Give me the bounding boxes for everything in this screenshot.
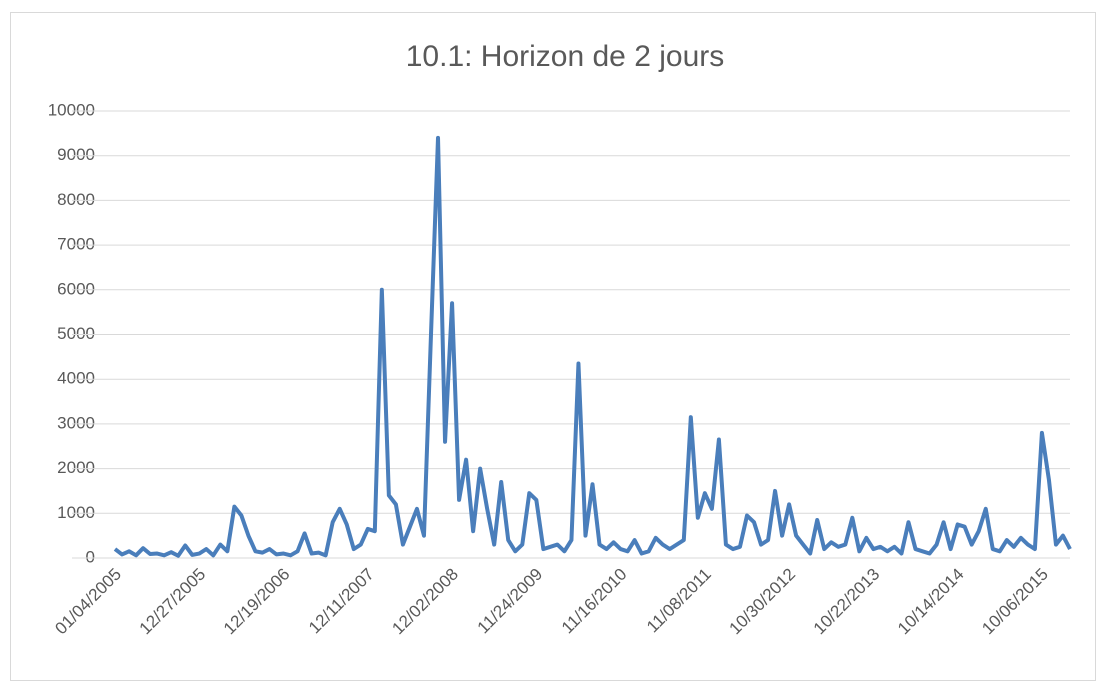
chart-border	[10, 12, 1096, 681]
chart-title: 10.1: Horizon de 2 jours	[406, 40, 725, 73]
y-tick-label: 1000	[57, 503, 95, 522]
y-tick-label: 6000	[57, 279, 95, 298]
y-tick-label: 0	[86, 547, 95, 566]
y-tick-label: 10000	[48, 100, 95, 119]
y-tick-label: 9000	[57, 145, 95, 164]
y-tick-label: 8000	[57, 190, 95, 209]
y-tick-label: 4000	[57, 369, 95, 388]
y-tick-label: 2000	[57, 458, 95, 477]
y-tick-label: 3000	[57, 413, 95, 432]
line-series	[113, 135, 1072, 558]
y-tick-label: 5000	[57, 324, 95, 343]
y-tick-label: 7000	[57, 235, 95, 254]
